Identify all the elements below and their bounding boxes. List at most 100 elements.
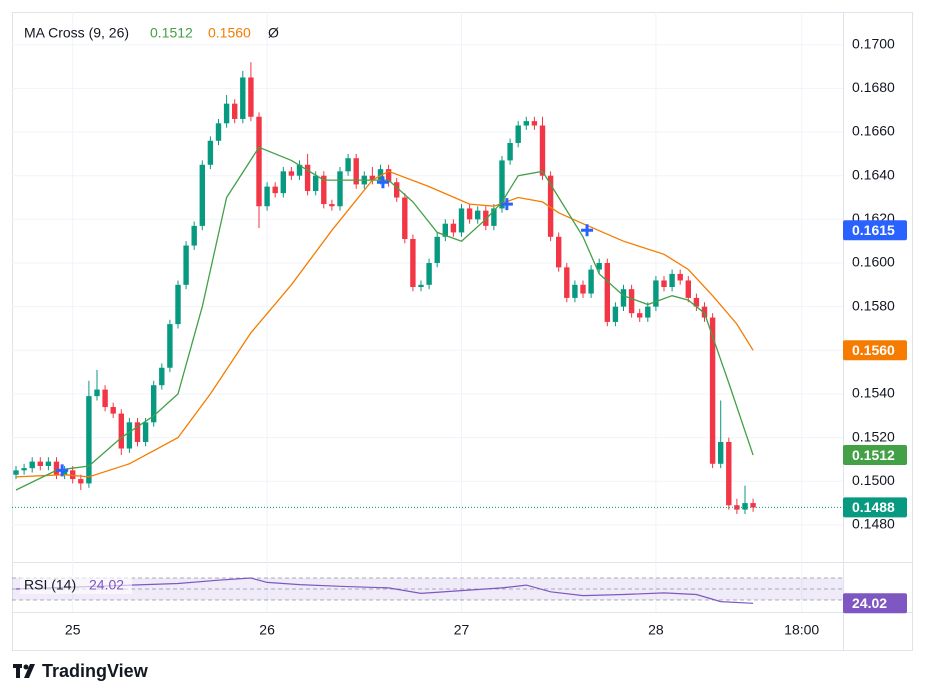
candle-body [329,204,335,207]
candle-body [272,186,278,194]
candle-body [159,367,165,386]
candle-body [167,324,173,368]
candle-body [118,413,124,449]
candle-body [102,389,108,408]
ma9-line [15,146,754,491]
rsi-header-bg [20,576,132,594]
overlay: 0.17000.16800.16600.16400.16200.16000.15… [15,25,907,638]
candle-body [191,225,197,246]
cross-marker [581,224,594,237]
candle-body [337,171,343,207]
candle-body [70,470,76,480]
candle-body [726,441,732,506]
candle-body [475,210,481,220]
candle-body [483,210,489,226]
candle-body [669,273,675,287]
candle-body [53,461,60,475]
candle-body [418,284,424,287]
candle-body [256,116,262,207]
price-badge-label: 0.1488 [852,499,895,515]
candle-body [296,164,303,176]
candle-body [612,306,619,322]
price-badge [843,340,907,361]
candle-body [304,164,311,191]
candle-body [377,169,384,181]
candle-body [345,158,351,172]
candle-body [523,121,529,126]
candle-body [37,461,43,466]
candle-body [604,262,610,322]
candle-body [232,103,238,119]
candle-body [637,313,643,318]
candle-body [685,280,691,298]
candle-body [628,289,635,314]
y-tick-label: 0.1640 [852,166,895,182]
logo-text: TradingView [42,661,149,681]
candle-body [515,125,521,143]
candle-body [718,441,724,464]
price-badge-label: 0.1512 [852,447,895,463]
candle-body [215,123,222,141]
logo-icon [13,664,35,678]
ma26-line [15,170,754,478]
cross-marker [376,176,389,189]
price-badge [843,445,907,466]
candle-body [507,142,513,161]
candle-body [410,238,416,287]
candle-body [450,223,457,233]
candle-body [175,284,181,325]
x-tick-label: 28 [648,622,664,638]
y-tick-label: 0.1520 [852,428,895,444]
candle-body [402,197,408,239]
candle-body [151,385,157,423]
candle-body [426,262,432,285]
candle-body [564,267,570,298]
candle-body [223,103,230,124]
candle-body [248,77,254,117]
rsi-line [15,577,754,604]
rsi-title: RSI (14) [24,577,76,593]
candle-body [499,160,505,209]
candle-body [385,169,392,183]
cross-marker [500,198,513,211]
candle-body [596,262,602,270]
header-ma26: 0.1560 [208,25,251,41]
candle-body [677,273,683,281]
candle-body [742,503,748,510]
candle-body [547,175,554,237]
chart-title: MA Cross (9, 26) [24,25,129,41]
price-badge [843,220,907,241]
y-tick-label: 0.1540 [852,385,895,401]
x-tick-label: 18:00 [784,622,819,638]
rsi-badge [843,593,907,614]
x-tick-label: 26 [259,622,275,638]
candle-body [126,422,133,449]
candle-body [13,470,19,475]
y-tick-label: 0.1700 [852,35,895,51]
candle-body [458,208,465,233]
header-symbol: Ø [268,25,279,41]
price-badge-label: 0.1615 [852,222,895,238]
candle-body [394,182,400,198]
candle-body [61,470,68,475]
candle-body [29,461,35,469]
rsi-badge-label: 24.02 [852,595,887,611]
y-tick-label: 0.1600 [852,254,895,270]
candle-body [199,164,205,226]
candle-body [142,422,149,442]
rsi-header-value: 24.02 [89,577,124,593]
candle-body [531,121,538,126]
y-tick-label: 0.1680 [852,79,895,95]
candle-body [369,175,376,181]
candle-body [134,422,141,442]
candle-body [653,280,659,307]
y-tick-label: 0.1660 [852,123,895,139]
candle-body [94,389,100,397]
candle-body [207,140,214,165]
candle-body [661,280,667,287]
candle-body [240,77,246,119]
candle-body [288,171,295,176]
candle-body [491,208,497,226]
y-tick-label: 0.1480 [852,516,895,532]
price-badge-label: 0.1560 [852,342,895,358]
